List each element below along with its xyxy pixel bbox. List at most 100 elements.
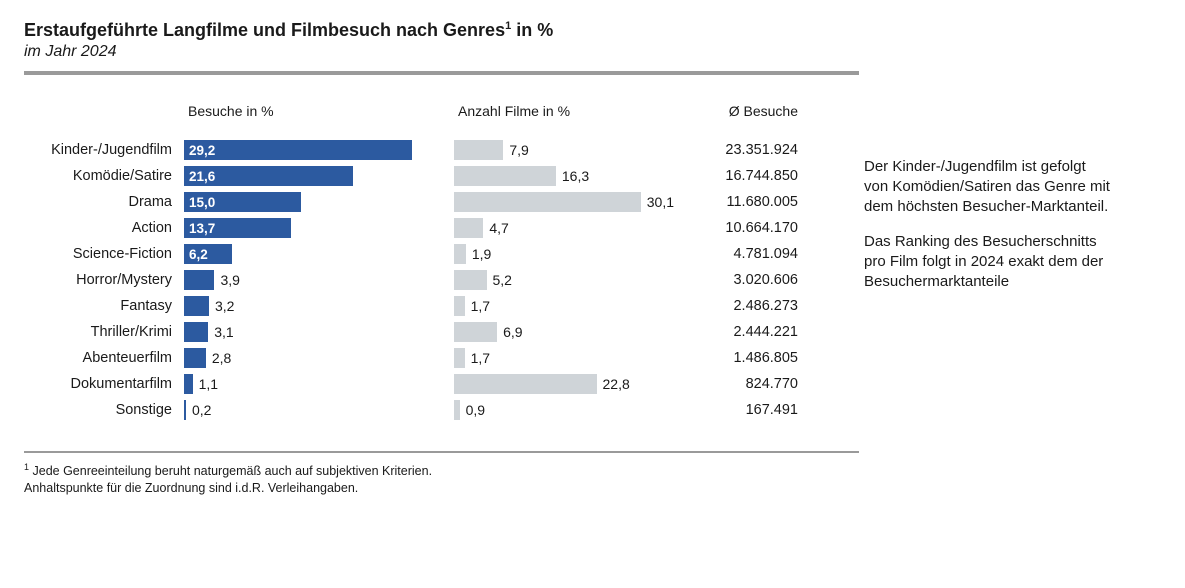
chart-row: Science-Fiction 6,2 1,9 4.781.094 [24,241,804,267]
avg-value: 4.781.094 [674,246,804,262]
visits-cell: 6,2 [184,244,454,264]
films-value: 1,7 [471,350,490,366]
chart-row: Sonstige 0,2 0,9 167.491 [24,397,804,423]
visits-value: 1,1 [199,376,218,392]
avg-value: 167.491 [674,402,804,418]
bottom-rule [24,451,859,453]
films-value: 7,9 [509,142,528,158]
header-avg: Ø Besuche [674,103,804,119]
visits-value: 3,9 [220,272,239,288]
side-paragraph: Das Ranking des Besucherschnitts pro Fil… [864,232,1114,291]
visits-bar [184,400,186,420]
footnote-line: Anhaltspunkte für die Zuordnung sind i.d… [24,480,1161,497]
films-bar [454,400,460,420]
row-label: Horror/Mystery [24,272,184,288]
avg-value: 10.664.170 [674,220,804,236]
visits-cell: 2,8 [184,348,454,368]
row-label: Dokumentarfilm [24,376,184,392]
visits-value: 2,8 [212,350,231,366]
films-value: 1,9 [472,246,491,262]
films-value: 6,9 [503,324,522,340]
films-cell: 1,9 [454,244,674,264]
row-label: Kinder-/Jugendfilm [24,142,184,158]
films-cell: 16,3 [454,166,674,186]
avg-value: 824.770 [674,376,804,392]
row-label: Fantasy [24,298,184,314]
visits-value: 13,7 [189,221,215,236]
films-cell: 1,7 [454,296,674,316]
films-cell: 0,9 [454,400,674,420]
visits-bar [184,348,206,368]
films-bar [454,374,597,394]
avg-value: 23.351.924 [674,142,804,158]
visits-cell: 15,0 [184,192,454,212]
chart-row: Action 13,7 4,7 10.664.170 [24,215,804,241]
films-value: 1,7 [471,298,490,314]
films-bar [454,140,503,160]
visits-value: 6,2 [189,247,208,262]
films-value: 30,1 [647,194,674,210]
header-label-spacer [24,103,184,119]
films-cell: 30,1 [454,192,674,212]
films-cell: 4,7 [454,218,674,238]
avg-value: 2.444.221 [674,324,804,340]
films-value: 22,8 [603,376,630,392]
visits-cell: 3,2 [184,296,454,316]
row-label: Science-Fiction [24,246,184,262]
visits-cell: 29,2 [184,140,454,160]
films-cell: 7,9 [454,140,674,160]
visits-bar [184,270,214,290]
column-headers: Besuche in % Anzahl Filme in % Ø Besuche [24,103,804,119]
chart-row: Thriller/Krimi 3,1 6,9 2.444.221 [24,319,804,345]
visits-cell: 21,6 [184,166,454,186]
avg-value: 3.020.606 [674,272,804,288]
films-cell: 1,7 [454,348,674,368]
header-visits: Besuche in % [184,103,454,119]
avg-value: 16.744.850 [674,168,804,184]
page-subtitle: im Jahr 2024 [24,43,1161,61]
films-cell: 5,2 [454,270,674,290]
chart-row: Abenteuerfilm 2,8 1,7 1.486.805 [24,345,804,371]
visits-value: 15,0 [189,195,215,210]
films-bar [454,244,466,264]
films-bar [454,348,465,368]
avg-value: 11.680.005 [674,194,804,210]
row-label: Action [24,220,184,236]
content-wrap: Besuche in % Anzahl Filme in % Ø Besuche… [24,103,1161,423]
chart-row: Komödie/Satire 21,6 16,3 16.744.850 [24,163,804,189]
films-value: 0,9 [466,402,485,418]
footnote-line: 1 Jede Genreeinteilung beruht naturgemäß… [24,461,1161,480]
films-cell: 6,9 [454,322,674,342]
row-label: Sonstige [24,402,184,418]
visits-value: 29,2 [189,143,215,158]
films-value: 4,7 [489,220,508,236]
page-title: Erstaufgeführte Langfilme und Filmbesuch… [24,20,1161,41]
side-commentary: Der Kinder-/Jugendfilm ist gefolgt von K… [864,103,1114,308]
chart-row: Drama15,030,111.680.005 [24,189,804,215]
avg-value: 2.486.273 [674,298,804,314]
footnote: 1 Jede Genreeinteilung beruht naturgemäß… [24,461,1161,497]
row-label: Komödie/Satire [24,168,184,184]
visits-value: 21,6 [189,169,215,184]
visits-bar [184,322,208,342]
chart-block: Besuche in % Anzahl Filme in % Ø Besuche… [24,103,804,423]
chart-row: Kinder-/Jugendfilm 29,2 7,9 23.351.924 [24,137,804,163]
visits-value: 0,2 [192,402,211,418]
chart-row: Fantasy 3,2 1,7 2.486.273 [24,293,804,319]
chart-row: Dokumentarfilm 1,1 22,8 824.770 [24,371,804,397]
visits-cell: 0,2 [184,400,454,420]
films-cell: 22,8 [454,374,674,394]
visits-value: 3,2 [215,298,234,314]
header-films: Anzahl Filme in % [454,103,674,119]
visits-bar [184,374,193,394]
films-bar [454,218,483,238]
films-bar [454,296,465,316]
avg-value: 1.486.805 [674,350,804,366]
visits-cell: 13,7 [184,218,454,238]
top-rule [24,71,859,75]
visits-value: 3,1 [214,324,233,340]
chart-row: Horror/Mystery 3,9 5,23.020.606 [24,267,804,293]
row-label: Thriller/Krimi [24,324,184,340]
row-label: Abenteuerfilm [24,350,184,366]
films-value: 16,3 [562,168,589,184]
